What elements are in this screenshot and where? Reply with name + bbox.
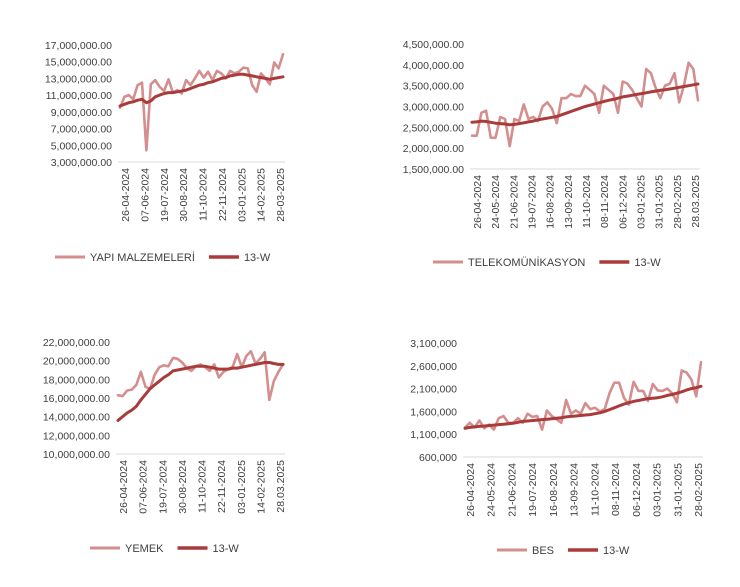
- x-tick-label: 11-10-2024: [197, 460, 209, 513]
- x-tick-label: 26-04-2024: [118, 460, 130, 514]
- series-line-13w: [118, 72, 285, 108]
- y-tick-label: 1,600,000: [410, 406, 457, 418]
- y-tick-label: 2,000,000.00: [403, 143, 464, 155]
- x-tick-label: 26-04-2024: [120, 168, 132, 222]
- x-tick-label: 22-11-2024: [216, 460, 228, 513]
- y-tick-label: 3,500,000.00: [403, 81, 464, 93]
- x-tick-label: 08-11-2024: [610, 463, 622, 516]
- x-tick-label: 11-10-2024: [589, 463, 601, 516]
- y-tick-label: 600,000: [419, 452, 457, 464]
- x-tick-label: 24-05-2024: [486, 463, 498, 517]
- y-tick-label: 18,000,000.00: [43, 374, 110, 386]
- y-tick-label: 7,000,000.00: [51, 124, 112, 136]
- series-line-primary: [463, 360, 703, 431]
- x-tick-label: 07-06-2024: [139, 168, 151, 222]
- x-tick-label: 26-04-2024: [472, 175, 484, 229]
- y-tick-label: 20,000,000.00: [43, 356, 110, 368]
- chart-yapi-malzemeleri: 17,000,000.00 15,000,000.00 13,000,000.00 1…: [45, 40, 287, 264]
- x-tick-label: 30-08-2024: [178, 168, 190, 222]
- legend-label: TELEKOMÜNİKASYON: [468, 256, 585, 269]
- x-tick-label: 11-10-2024: [581, 175, 593, 228]
- x-tick-label: 03-01-2025: [236, 460, 248, 514]
- x-tick-label: 24-05-2024: [490, 175, 502, 229]
- legend-label: 13-W: [603, 545, 630, 557]
- y-tick-label: 10,000,000.00: [43, 449, 110, 461]
- y-tick-label: 14,000,000.00: [43, 412, 110, 424]
- y-tick-label: 12,000,000.00: [43, 430, 110, 442]
- y-tick-label: 5,000,000.00: [51, 140, 112, 152]
- series-line-primary: [118, 52, 285, 152]
- y-tick-label: 2,600,000: [410, 361, 457, 373]
- y-tick-label: 4,000,000.00: [403, 60, 464, 72]
- x-tick-label: 16-08-2024: [548, 463, 560, 517]
- y-tick-label: 22,000,000.00: [43, 337, 110, 349]
- x-tick-label: 08-11-2024: [599, 175, 611, 228]
- y-tick-label: 15,000,000.00: [45, 57, 112, 69]
- x-tick-label: 19-07-2024: [527, 463, 539, 517]
- y-tick-label: 2,500,000.00: [403, 122, 464, 134]
- legend-label: YEMEK: [125, 543, 164, 555]
- x-tick-label: 28-03-2025: [275, 168, 287, 222]
- x-tick-label: 11-10-2024: [198, 168, 210, 221]
- x-tick-label: 07-06-2024: [138, 460, 150, 514]
- x-tick-label: 06-12-2024: [617, 175, 629, 229]
- x-tick-label: 31-01-2025: [672, 463, 684, 517]
- y-tick-label: 3,100,000: [410, 338, 457, 350]
- x-tick-label: 13-09-2024: [563, 175, 575, 229]
- x-tick-label: 28-02-2025: [672, 175, 684, 229]
- y-tick-label: 13,000,000.00: [45, 73, 112, 85]
- x-tick-label: 28-02-2025: [693, 463, 705, 517]
- x-tick-label: 30-08-2024: [177, 460, 189, 514]
- x-tick-label: 19-07-2024: [159, 168, 171, 222]
- legend-label: YAPI MALZEMELERİ: [90, 251, 195, 264]
- y-tick-label: 4,500,000.00: [403, 39, 464, 51]
- series-line-primary: [116, 349, 285, 402]
- x-tick-label: 31-01-2025: [654, 175, 666, 229]
- x-tick-label: 19-07-2024: [527, 175, 539, 229]
- y-tick-label: 3,000,000.00: [51, 157, 112, 169]
- x-tick-label: 03-01-2025: [636, 175, 648, 229]
- y-tick-label: 17,000,000.00: [45, 40, 112, 52]
- x-tick-label: 06-12-2024: [631, 463, 643, 517]
- y-tick-label: 3,000,000.00: [403, 102, 464, 114]
- y-tick-label: 16,000,000.00: [43, 393, 110, 405]
- x-tick-label: 19-07-2024: [157, 460, 169, 514]
- legend-label: 13-W: [634, 257, 661, 269]
- x-tick-label: 03-01-2025: [652, 463, 664, 517]
- legend-label: BES: [532, 545, 554, 557]
- x-tick-label: 22-11-2024: [217, 168, 229, 221]
- chart-bes: 3,100,000 2,600,000 2,100,000 1,600,000 1,10…: [410, 338, 705, 557]
- x-tick-label: 28.03.2025: [275, 460, 287, 513]
- y-tick-label: 11,000,000.00: [46, 90, 113, 102]
- chart-yemek: 22,000,000.00 20,000,000.00 18,000,000.00 1…: [43, 337, 287, 555]
- y-tick-label: 1,100,000: [410, 429, 457, 441]
- chart-telekomunikasyon: 4,500,000.00 4,000,000.00 3,500,000.00 3,00…: [403, 39, 702, 269]
- x-tick-label: 03-01-2025: [236, 168, 248, 222]
- x-tick-label: 21-06-2024: [508, 175, 520, 229]
- series-line-13w: [470, 82, 700, 127]
- y-tick-label: 9,000,000.00: [51, 107, 112, 119]
- legend-label: 13-W: [244, 252, 271, 264]
- x-tick-label: 26-04-2024: [465, 463, 477, 517]
- series-line-13w: [463, 384, 703, 430]
- y-tick-label: 1,500,000.00: [403, 164, 464, 176]
- x-tick-label: 14-02-2025: [256, 168, 268, 222]
- x-tick-label: 13-09-2024: [569, 463, 581, 517]
- series-line-primary: [470, 61, 700, 148]
- x-tick-label: 16-08-2024: [545, 175, 557, 229]
- x-tick-label: 14-02-2025: [255, 460, 267, 514]
- y-tick-label: 2,100,000: [410, 384, 457, 396]
- series-line-13w: [116, 361, 285, 422]
- x-tick-label: 28.03.2025: [690, 175, 702, 228]
- legend-label: 13-W: [213, 543, 240, 555]
- x-tick-label: 21-06-2024: [506, 463, 518, 517]
